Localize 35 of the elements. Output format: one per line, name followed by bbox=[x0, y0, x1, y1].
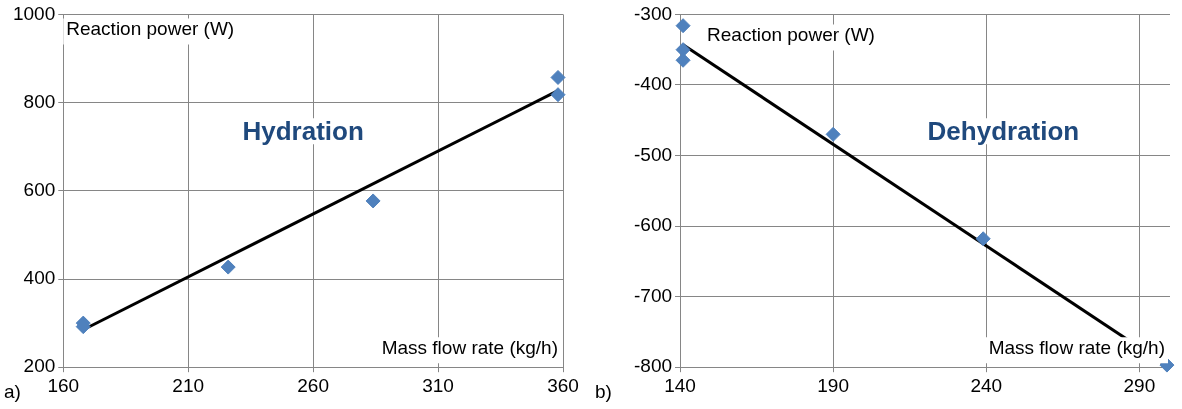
y-tick-label: 600 bbox=[23, 179, 56, 201]
point bbox=[220, 259, 236, 275]
x-tick-label: 190 bbox=[817, 374, 849, 396]
x-tick-label: 160 bbox=[47, 374, 80, 396]
y-tick-label: -500 bbox=[634, 143, 673, 165]
x-tick-label: 360 bbox=[547, 374, 579, 396]
y-tick-label: -700 bbox=[634, 284, 673, 306]
point bbox=[825, 126, 841, 142]
point bbox=[365, 193, 381, 209]
text: Dehydration bbox=[927, 116, 1080, 147]
x-tick-label: 140 bbox=[664, 374, 696, 396]
y-tick-label: -800 bbox=[634, 355, 673, 377]
y-tick-label: 200 bbox=[23, 355, 56, 377]
text: a) bbox=[4, 380, 21, 402]
y-tick-label: 800 bbox=[23, 90, 56, 112]
y-tick-label: -600 bbox=[634, 214, 673, 236]
point bbox=[550, 69, 566, 85]
y-axis-title: Reaction power (W) bbox=[66, 18, 235, 40]
text: b) bbox=[595, 380, 612, 402]
x-tick-label: 240 bbox=[970, 374, 1003, 396]
x-tick-label: 290 bbox=[1123, 374, 1156, 396]
point bbox=[675, 18, 691, 34]
x-tick-label: 210 bbox=[172, 374, 205, 396]
y-tick-label: -300 bbox=[634, 2, 673, 24]
y-tick-label: -400 bbox=[634, 73, 673, 95]
y-tick-label: 1000 bbox=[12, 2, 56, 24]
x-axis-title: Mass flow rate (kg/h) bbox=[381, 336, 558, 358]
y-tick-label: 400 bbox=[23, 267, 56, 289]
point bbox=[550, 87, 566, 103]
x-axis-title: Mass flow rate (kg/h) bbox=[988, 336, 1165, 358]
y-axis-title: Reaction power (W) bbox=[707, 24, 875, 46]
x-tick-label: 260 bbox=[297, 374, 329, 396]
point bbox=[975, 231, 991, 247]
text: Hydration bbox=[242, 116, 364, 147]
x-tick-label: 310 bbox=[422, 374, 454, 396]
